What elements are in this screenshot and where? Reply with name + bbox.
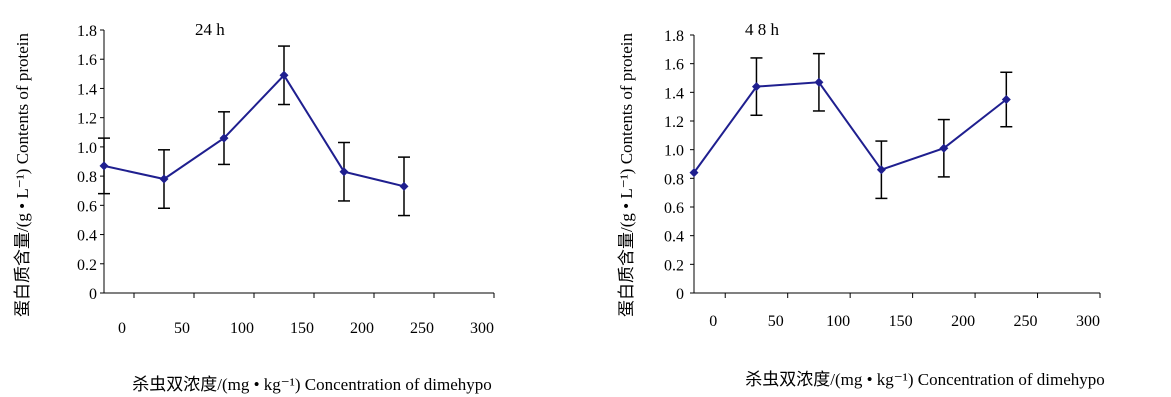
- x-tick-label: 250: [410, 320, 434, 337]
- chart-title: 24 h: [195, 20, 225, 39]
- axes: [103, 30, 494, 294]
- data-point: [99, 161, 109, 171]
- data-point: [689, 168, 699, 178]
- y-tick-label: 0.8: [77, 169, 97, 186]
- series-marks: [98, 45, 410, 217]
- data-point: [339, 167, 349, 177]
- data-point: [399, 181, 409, 191]
- y-tick-label: 0.6: [77, 198, 97, 215]
- y-tick-label: 0.2: [664, 257, 684, 274]
- x-tick-label: 100: [826, 313, 850, 330]
- series-marks: [689, 52, 1013, 200]
- y-tick-label: 1.8: [664, 28, 684, 45]
- x-tick-label: 300: [1076, 313, 1100, 330]
- y-tick-label: 1.8: [77, 23, 97, 40]
- chart-24h: 24 h 蛋白质含量/(g • L⁻¹) Contents of protein…: [13, 20, 495, 394]
- y-axis-label: 蛋白质含量/(g • L⁻¹) Contents of protein: [617, 33, 636, 317]
- data-point: [939, 143, 949, 153]
- y-tick-label: 0: [676, 286, 684, 303]
- y-ticks: 0 0.2 0.4 0.6 0.8 1.0 1.2 1.4 1.6 1.8: [77, 23, 104, 303]
- y-tick-label: 0.4: [664, 229, 684, 246]
- data-point: [1001, 95, 1011, 104]
- x-tick-label: 0: [118, 320, 126, 337]
- data-point: [876, 165, 886, 175]
- x-axis-label: 杀虫双浓度/(mg • kg⁻¹) Concentration of dimeh…: [132, 375, 492, 394]
- x-tick-label: 50: [768, 313, 784, 330]
- data-point: [814, 77, 824, 87]
- y-tick-label: 1.6: [77, 52, 97, 69]
- y-tick-label: 1.0: [664, 143, 684, 160]
- y-tick-label: 0.4: [77, 228, 97, 245]
- y-tick-label: 0: [89, 286, 97, 303]
- chart-48h: 4 8 h 蛋白质含量/(g • L⁻¹) Contents of protei…: [617, 20, 1105, 389]
- x-tick-label: 50: [174, 320, 190, 337]
- series-line: [103, 73, 405, 188]
- y-tick-label: 1.2: [77, 111, 97, 128]
- y-axis-label: 蛋白质含量/(g • L⁻¹) Contents of protein: [13, 33, 32, 317]
- series-line: [693, 81, 1007, 174]
- chart-title: 4 8 h: [745, 20, 780, 39]
- y-tick-label: 1.4: [664, 85, 684, 102]
- x-tick-label: 0: [709, 313, 717, 330]
- x-tick-label: 200: [350, 320, 374, 337]
- data-point: [751, 82, 761, 92]
- x-axis-label: 杀虫双浓度/(mg • kg⁻¹) Concentration of dimeh…: [745, 370, 1105, 389]
- y-tick-label: 1.4: [77, 81, 97, 98]
- x-tick-label: 200: [951, 313, 975, 330]
- data-point: [279, 70, 289, 80]
- y-tick-label: 0.2: [77, 257, 97, 274]
- y-tick-label: 1.6: [664, 57, 684, 74]
- y-tick-label: 0.6: [664, 200, 684, 217]
- y-tick-label: 1.2: [664, 114, 684, 131]
- data-point: [159, 174, 169, 184]
- x-ticks: 0 50 100 150 200 250 300: [709, 293, 1101, 330]
- x-tick-label: 150: [290, 320, 314, 337]
- x-tick-label: 150: [889, 313, 913, 330]
- x-tick-label: 250: [1014, 313, 1038, 330]
- y-tick-label: 0.8: [664, 171, 684, 188]
- y-tick-label: 1.0: [77, 140, 97, 157]
- x-tick-label: 100: [230, 320, 254, 337]
- data-point: [219, 133, 229, 143]
- axes: [693, 35, 1100, 294]
- x-tick-label: 300: [470, 320, 494, 337]
- x-ticks: 0 50 100 150 200 250 300: [118, 293, 495, 337]
- y-ticks: 0 0.2 0.4 0.6 0.8 1.0 1.2 1.4 1.6 1.8: [664, 28, 694, 303]
